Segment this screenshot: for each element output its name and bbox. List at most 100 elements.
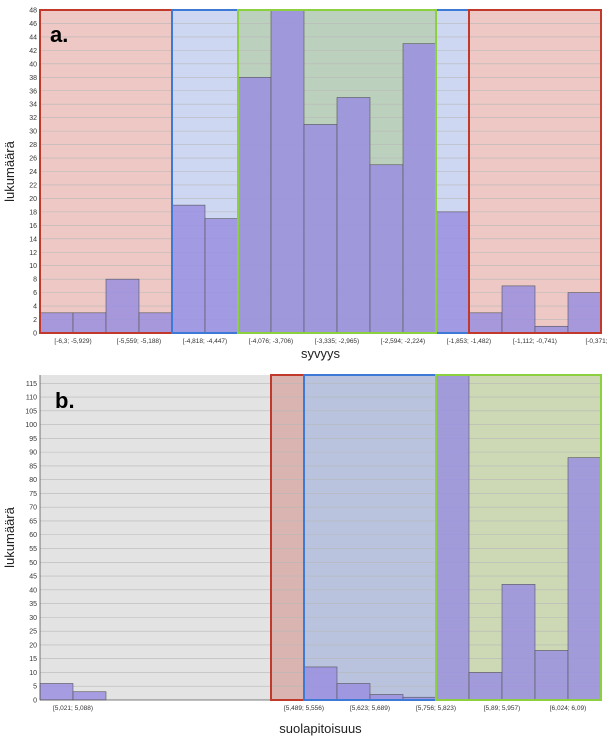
y-tick-label: 20 bbox=[29, 196, 37, 203]
histogram-bar bbox=[534, 325, 569, 334]
panel-label: b. bbox=[55, 388, 75, 413]
y-axis-title: lukumäärä bbox=[2, 140, 17, 201]
y-tick-label: 24 bbox=[29, 169, 37, 176]
histogram-bar bbox=[39, 683, 74, 701]
depth-histogram-panel: 0246810121416182022242628303234363840424… bbox=[2, 8, 609, 362]
y-tick-label: 42 bbox=[29, 48, 37, 55]
y-tick-label: 75 bbox=[29, 491, 37, 498]
histogram-bar bbox=[534, 650, 569, 701]
histogram-bar bbox=[270, 9, 305, 334]
y-tick-label: 45 bbox=[29, 574, 37, 581]
y-tick-label: 5 bbox=[33, 684, 37, 691]
y-tick-label: 14 bbox=[29, 236, 37, 243]
y-tick-label: 6 bbox=[33, 290, 37, 297]
histogram-bar bbox=[72, 691, 107, 701]
y-tick-label: 0 bbox=[33, 698, 37, 705]
y-tick-label: 25 bbox=[29, 629, 37, 636]
y-tick-label: 100 bbox=[25, 422, 37, 429]
y-tick-label: 70 bbox=[29, 505, 37, 512]
y-tick-label: 20 bbox=[29, 642, 37, 649]
x-axis-title: syvyys bbox=[301, 346, 341, 361]
y-tick-label: 46 bbox=[29, 21, 37, 28]
y-tick-label: 50 bbox=[29, 560, 37, 567]
x-tick-label: [-0,371; 0,] bbox=[585, 338, 609, 345]
y-tick-label: 90 bbox=[29, 450, 37, 457]
y-tick-label: 26 bbox=[29, 156, 37, 163]
y-tick-label: 110 bbox=[26, 395, 37, 402]
y-tick-label: 85 bbox=[29, 463, 37, 470]
x-tick-label: [-3,335; -2,965) bbox=[315, 338, 359, 345]
y-tick-label: 8 bbox=[33, 277, 37, 284]
salinity-histogram-panel: 0 5 10 15 20 25 30 35 40 45 50 55 60 65 70 75 80 85 90 95 10… bbox=[2, 374, 602, 736]
y-tick-label: 16 bbox=[29, 223, 37, 230]
y-tick-label: 44 bbox=[29, 34, 37, 41]
y-tick-label: 95 bbox=[29, 436, 37, 443]
x-tick-label: [5,756; 5,823) bbox=[416, 705, 456, 712]
highlight-region-border bbox=[237, 9, 437, 334]
histogram-bar bbox=[567, 457, 602, 701]
y-tick-label: 36 bbox=[29, 88, 37, 95]
histogram-bar bbox=[567, 292, 602, 334]
histogram-bar bbox=[468, 672, 503, 701]
y-tick-label: 10 bbox=[29, 263, 37, 270]
x-tick-label: [5,89; 5,957) bbox=[484, 705, 521, 712]
x-tick-label: [-2,594; -2,224) bbox=[381, 338, 425, 345]
x-tick-label: [-1,853; -1,482) bbox=[447, 338, 491, 345]
histogram-bar bbox=[501, 285, 536, 334]
histogram-bar bbox=[72, 312, 107, 334]
x-tick-label: [6,024; 6,09) bbox=[550, 705, 587, 712]
histogram-bar bbox=[171, 204, 206, 334]
y-axis-title: lukumäärä bbox=[2, 506, 17, 567]
histogram-bar bbox=[435, 374, 470, 701]
y-tick-label: 48 bbox=[29, 8, 37, 15]
highlight-region-fill bbox=[304, 375, 436, 700]
histogram-bar bbox=[468, 312, 503, 334]
y-tick-label: 55 bbox=[29, 546, 37, 553]
y-tick-label: 35 bbox=[29, 601, 37, 608]
y-tick-label: 4 bbox=[33, 304, 37, 311]
histogram-bar bbox=[138, 312, 173, 334]
y-tick-label: 32 bbox=[29, 115, 37, 122]
y-tick-label: 22 bbox=[29, 182, 37, 189]
y-tick-label: 80 bbox=[29, 477, 37, 484]
y-tick-label: 0 bbox=[33, 331, 37, 338]
y-tick-label: 40 bbox=[29, 61, 37, 68]
histogram-bar bbox=[369, 164, 404, 334]
y-tick-label: 28 bbox=[29, 142, 37, 149]
x-axis-title: suolapitoisuus bbox=[279, 721, 362, 736]
x-tick-label: [-1,112; -0,741) bbox=[513, 338, 557, 345]
highlight-region-border bbox=[435, 374, 602, 701]
highlight-region-border bbox=[468, 9, 602, 334]
y-tick-label: 38 bbox=[29, 75, 37, 82]
histogram-bar bbox=[204, 218, 239, 334]
histogram-bar bbox=[402, 43, 437, 334]
y-tick-label: 105 bbox=[25, 408, 37, 415]
y-tick-label: 10 bbox=[29, 670, 37, 677]
histogram-bar bbox=[336, 97, 371, 334]
panel-label: a. bbox=[50, 22, 68, 47]
x-tick-label: [5,021; 5,088) bbox=[53, 705, 93, 712]
x-tick-label: [-6,3; -5,929) bbox=[54, 338, 91, 345]
y-tick-label: 40 bbox=[29, 587, 37, 594]
histogram-bar bbox=[303, 124, 338, 334]
histogram-bar bbox=[501, 584, 536, 701]
histogram-bar bbox=[435, 211, 470, 334]
y-tick-label: 60 bbox=[29, 532, 37, 539]
x-tick-label: [5,489; 5,556) bbox=[284, 705, 324, 712]
x-tick-label: [5,623; 5,689) bbox=[350, 705, 390, 712]
y-tick-label: 12 bbox=[29, 250, 37, 257]
histogram-bar bbox=[336, 683, 371, 701]
histogram-bar bbox=[105, 278, 140, 334]
histogram-bar bbox=[39, 312, 74, 334]
y-tick-label: 34 bbox=[29, 102, 37, 109]
histogram-bar bbox=[237, 76, 272, 334]
y-tick-label: 115 bbox=[26, 381, 37, 388]
histogram-bar bbox=[303, 666, 338, 701]
y-tick-label: 30 bbox=[29, 129, 37, 136]
y-tick-label: 15 bbox=[29, 656, 37, 663]
x-tick-label: [-4,818; -4,447) bbox=[183, 338, 227, 345]
x-tick-label: [-5,559; -5,188) bbox=[117, 338, 161, 345]
y-tick-label: 65 bbox=[29, 518, 37, 525]
y-tick-label: 2 bbox=[33, 317, 37, 324]
